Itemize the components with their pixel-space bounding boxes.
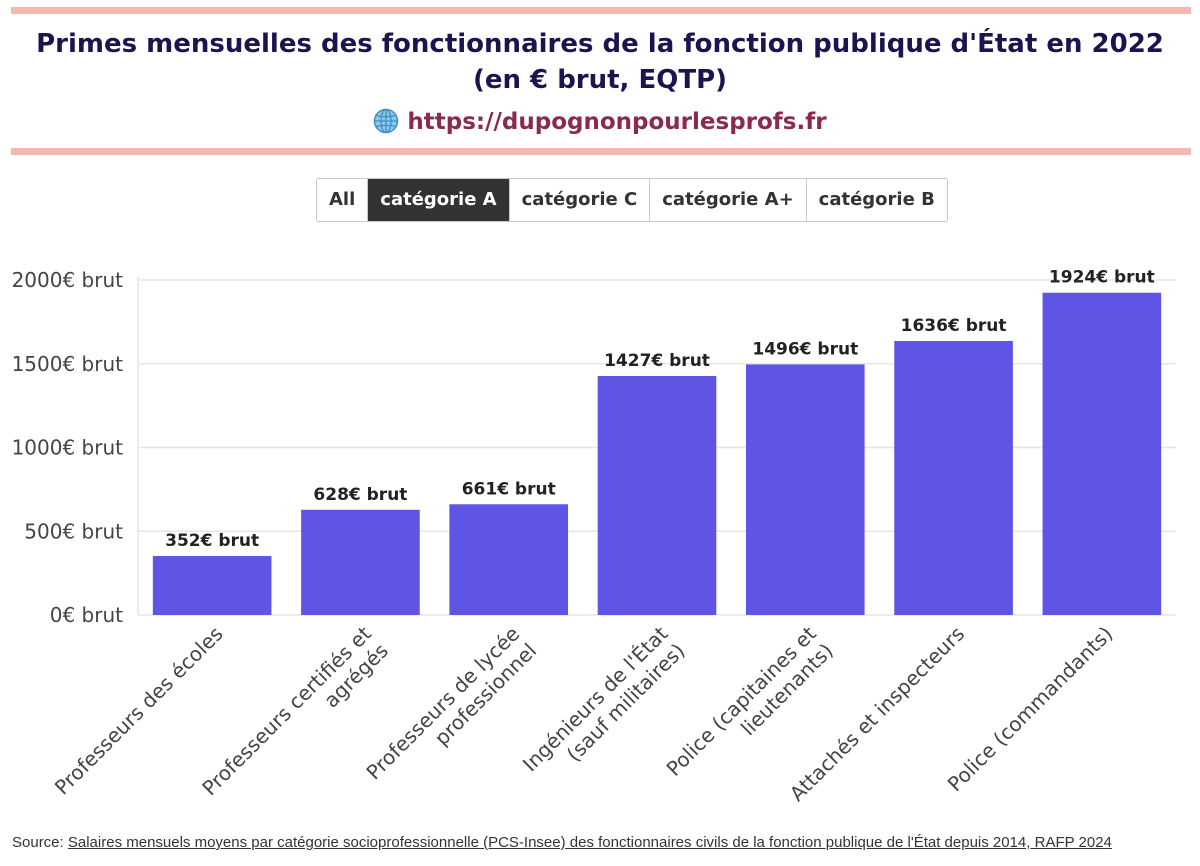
filter-button[interactable]: catégorie A [367, 179, 509, 221]
y-tick-label: 500€ brut [24, 519, 123, 543]
header-bottom-rule [11, 148, 1191, 155]
data-label: 352€ brut [165, 531, 259, 551]
bar [449, 504, 569, 615]
x-tick-label: Professeurs certifiés etagrégés [197, 621, 393, 817]
data-label: 1496€ brut [752, 339, 858, 359]
bar [1042, 292, 1162, 615]
x-tick-label: Professeurs des écoles [50, 622, 228, 800]
header-top-rule [11, 7, 1191, 14]
source-prefix: Source: [12, 834, 68, 851]
source-note: Source: Salaires mensuels moyens par cat… [12, 834, 1112, 851]
y-tick-label: 1500€ brut [12, 352, 124, 376]
x-tick-label: Police (commandants) [943, 622, 1118, 797]
y-tick-label: 2000€ brut [12, 268, 124, 292]
globe-icon [374, 108, 399, 134]
bar-chart: 0€ brut 500€ brut 1000€ brut 1500€ brut 2000… [12, 268, 1176, 817]
data-label: 628€ brut [313, 485, 407, 505]
data-label: 661€ brut [462, 479, 556, 499]
data-label: 1427€ brut [604, 351, 710, 371]
bar [301, 509, 420, 615]
filter-button[interactable]: catégorie A+ [649, 179, 806, 221]
bar [152, 556, 272, 615]
site-link-text[interactable]: https://dupognonpourlesprofs.fr [407, 109, 827, 135]
filter-button[interactable]: catégorie B [805, 179, 947, 221]
filter-button[interactable]: catégorie C [508, 179, 650, 221]
bar [745, 364, 865, 615]
filter-button[interactable]: All [317, 179, 368, 221]
data-label: 1924€ brut [1049, 268, 1155, 288]
bar [894, 340, 1013, 615]
site-link[interactable]: https://dupognonpourlesprofs.fr [0, 108, 1200, 135]
chart-title: Primes mensuelles des fonctionnaires de … [36, 29, 1164, 95]
source-link[interactable]: Salaires mensuels moyens par catégorie s… [67, 834, 1112, 851]
bar [597, 375, 717, 615]
x-tick-label: Professeurs de lycéeprofessionnel [361, 622, 541, 802]
y-tick-label: 0€ brut [50, 603, 123, 627]
data-label: 1636€ brut [901, 316, 1007, 336]
y-tick-label: 1000€ brut [12, 436, 124, 460]
